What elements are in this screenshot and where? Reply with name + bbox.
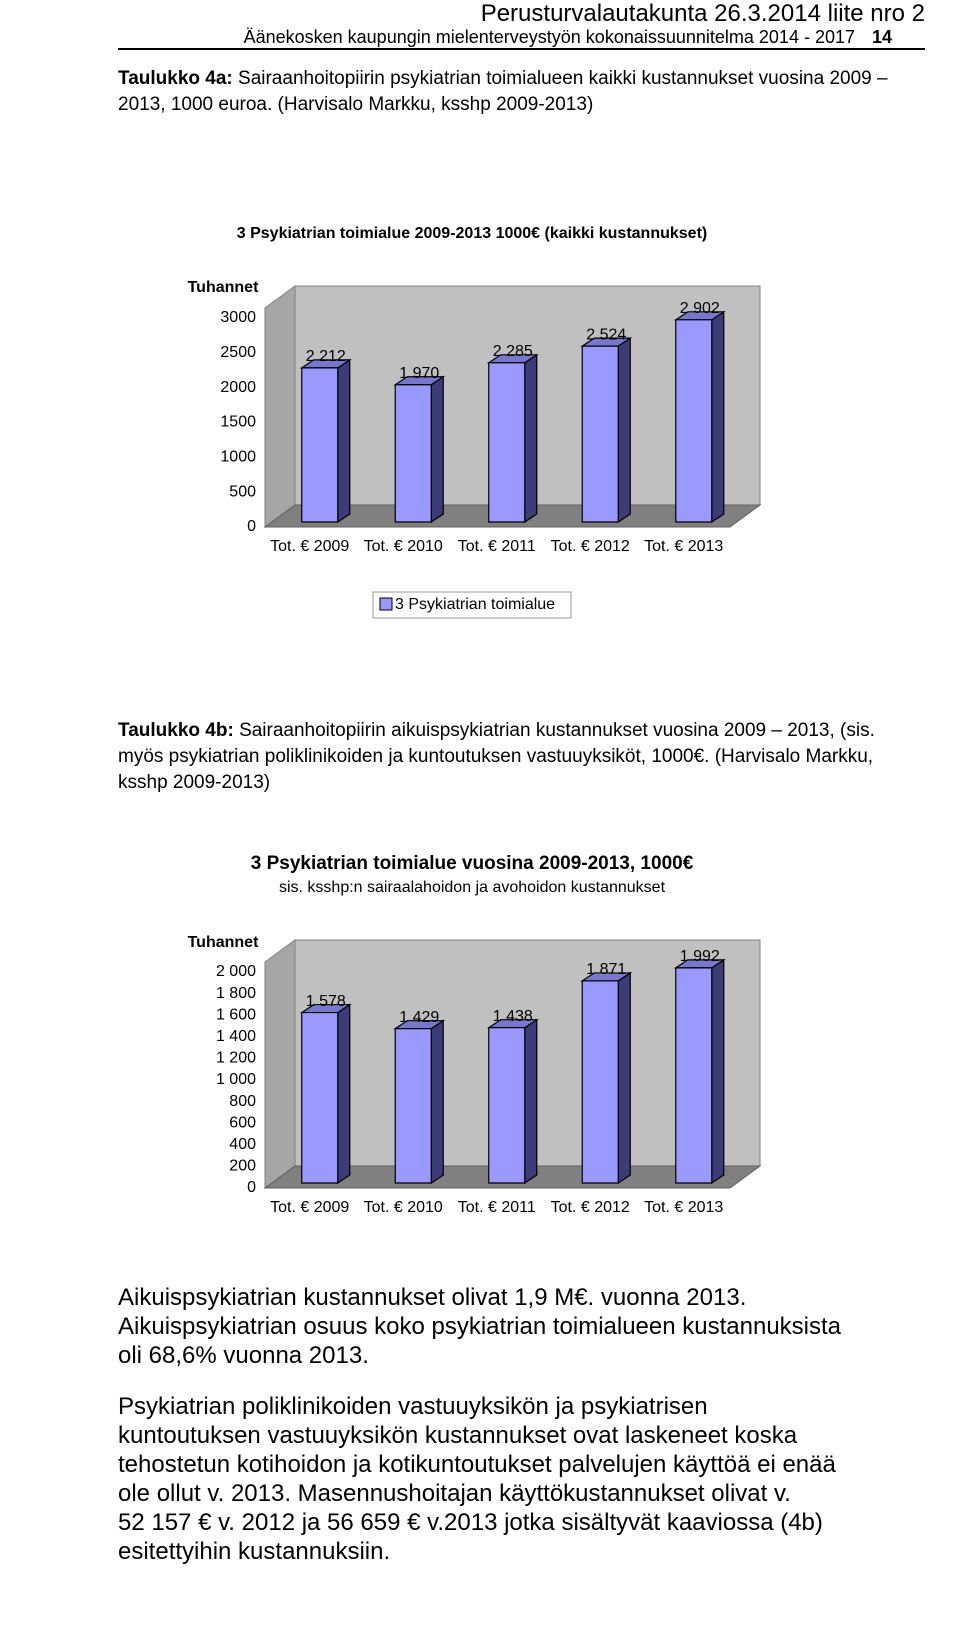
- bar-side: [430, 1019, 444, 1185]
- paragraph-line: Aikuispsykiatrian kustannukset olivat 1,…: [118, 1284, 747, 1311]
- caption-label: Taulukko 4b:: [118, 720, 234, 741]
- bar-side: [430, 375, 444, 524]
- y-tick-label: 2000: [220, 379, 256, 396]
- bar: [299, 1003, 352, 1185]
- x-tick-label: Tot. € 2011: [458, 1199, 536, 1216]
- bar-front: [488, 362, 526, 523]
- bar-side: [524, 1018, 538, 1185]
- value-label: 2 285: [493, 343, 533, 360]
- x-tick-label: Tot. € 2013: [644, 538, 723, 555]
- y-axis-label: Tuhannet: [188, 934, 259, 951]
- legend-box: [372, 591, 572, 619]
- bar: [486, 353, 539, 524]
- paragraph-line: Psykiatrian poliklinikoiden vastuuyksikö…: [118, 1393, 708, 1420]
- y-tick-label: 1 600: [216, 1006, 256, 1023]
- paragraph-line: kuntoutuksen vastuuyksikön kustannukset …: [118, 1422, 798, 1449]
- bar-front: [394, 384, 432, 523]
- legend-label: 3 Psykiatrian toimialue: [395, 596, 555, 613]
- caption-text: Sairaanhoitopiirin aikuispsykiatrian kus…: [118, 720, 875, 793]
- y-tick-label: 1 000: [216, 1071, 256, 1088]
- value-label: 1 429: [399, 1009, 439, 1026]
- x-tick-label: Tot. € 2009: [270, 538, 349, 555]
- value-label: 2 212: [306, 348, 346, 365]
- bar-side: [711, 958, 725, 1185]
- bar-side: [337, 358, 351, 524]
- y-tick-label: 2 000: [216, 963, 256, 980]
- y-tick-label: 3000: [220, 309, 256, 326]
- bar-front: [301, 367, 339, 523]
- paragraph-line: 52 157 € v. 2012 ja 56 659 € v.2013 jotk…: [118, 1509, 823, 1536]
- paragraph-line: Aikuispsykiatrian osuus koko psykiatrian…: [118, 1313, 842, 1340]
- x-tick-label: Tot. € 2010: [364, 1199, 443, 1216]
- bar-side: [524, 353, 538, 524]
- side-wall: [264, 285, 296, 528]
- value-label: 1 578: [306, 993, 346, 1010]
- bar: [580, 337, 633, 524]
- header-title: Perusturvalautakunta 26.3.2014 liite nro…: [480, 0, 925, 27]
- x-tick-label: Tot. € 2013: [644, 1199, 723, 1216]
- bar-front: [581, 345, 619, 523]
- value-label: 1 438: [493, 1008, 533, 1025]
- paragraph-line: esitettyihin kustannuksiin.: [118, 1538, 391, 1565]
- value-label: 1 871: [586, 961, 626, 978]
- paragraph-line: tehostetun kotihoidon ja kotikuntoutukse…: [118, 1451, 836, 1478]
- bar-side: [337, 1003, 351, 1185]
- side-wall: [264, 939, 296, 1189]
- y-tick-label: 600: [229, 1114, 256, 1131]
- y-tick-label: 800: [229, 1093, 256, 1110]
- legend-swatch: [379, 597, 393, 611]
- y-tick-label: 1 400: [216, 1028, 256, 1045]
- chart-title: 3 Psykiatrian toimialue 2009-2013 1000€ …: [237, 225, 707, 242]
- bar: [486, 1018, 539, 1185]
- x-tick-label: Tot. € 2010: [364, 538, 443, 555]
- y-tick-label: 1 200: [216, 1050, 256, 1067]
- y-tick-label: 2500: [220, 344, 256, 361]
- value-label: 1 970: [399, 365, 439, 382]
- value-label: 2 902: [680, 300, 720, 317]
- bar: [393, 1019, 446, 1185]
- bar-front: [394, 1028, 432, 1184]
- value-label: 1 992: [680, 948, 720, 965]
- bar-side: [617, 971, 631, 1185]
- paragraph-line: oli 68,6% vuonna 2013.: [118, 1342, 369, 1369]
- header-subtitle: Äänekosken kaupungin mielenterveystyön k…: [243, 27, 855, 47]
- y-tick-label: 200: [229, 1158, 256, 1175]
- caption-b: Taulukko 4b: Sairaanhoitopiirin aikuisps…: [118, 718, 888, 796]
- page-number: 14: [872, 27, 893, 47]
- y-tick-label: 1000: [220, 449, 256, 466]
- bar-front: [675, 967, 713, 1184]
- bar-front: [675, 319, 713, 523]
- bar-front: [301, 1011, 339, 1184]
- bar: [673, 958, 726, 1185]
- caption-a: Taulukko 4a: Sairaanhoitopiirin psykiatr…: [118, 66, 888, 118]
- y-tick-label: 0: [247, 1179, 256, 1196]
- bar-front: [488, 1027, 526, 1184]
- bar: [393, 375, 446, 524]
- bar: [580, 971, 633, 1185]
- value-label: 2 524: [586, 326, 626, 343]
- bar-side: [617, 337, 631, 524]
- bar: [673, 310, 726, 524]
- bar-front: [581, 980, 619, 1184]
- x-tick-label: Tot. € 2012: [551, 1199, 630, 1216]
- paragraph-line: ole ollut v. 2013. Masennushoitajan käyt…: [118, 1480, 791, 1507]
- y-tick-label: 1 800: [216, 985, 256, 1002]
- y-tick-label: 400: [229, 1136, 256, 1153]
- caption-label: Taulukko 4a:: [118, 68, 233, 89]
- chart-subtitle: sis. ksshp:n sairaalahoidon ja avohoidon…: [279, 879, 666, 896]
- y-tick-label: 500: [229, 483, 256, 500]
- bar: [299, 358, 352, 524]
- y-tick-label: 1500: [220, 414, 256, 431]
- y-axis-label: Tuhannet: [188, 279, 259, 296]
- x-tick-label: Tot. € 2012: [551, 538, 630, 555]
- chart-title: 3 Psykiatrian toimialue vuosina 2009-201…: [251, 853, 694, 874]
- y-tick-label: 0: [247, 518, 256, 535]
- x-tick-label: Tot. € 2009: [270, 1199, 349, 1216]
- header-rule: [118, 48, 925, 50]
- x-tick-label: Tot. € 2011: [458, 538, 536, 555]
- caption-text: Sairaanhoitopiirin psykiatrian toimialue…: [118, 68, 888, 115]
- bar-side: [711, 310, 725, 524]
